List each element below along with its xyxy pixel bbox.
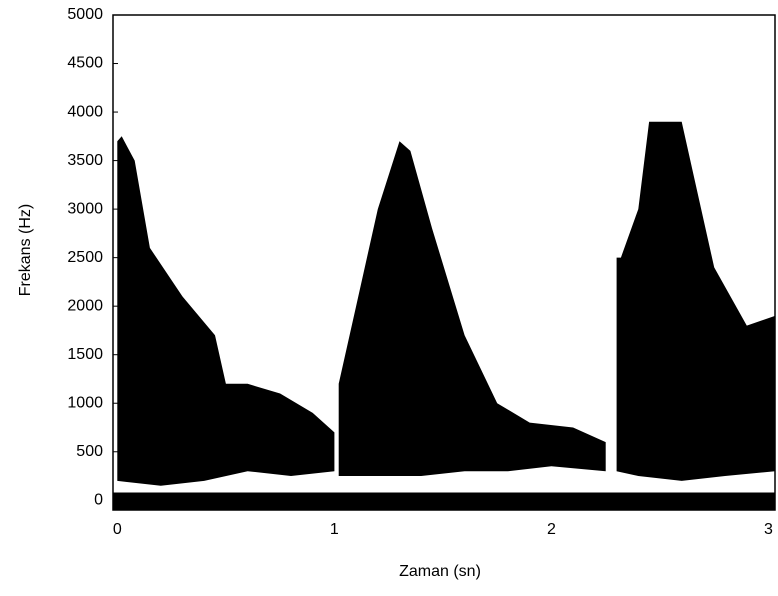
y-tick-label: 3500 [67,152,103,169]
y-tick-label: 3000 [67,200,103,217]
y-tick-label: 2000 [67,297,103,314]
y-tick-label: 1000 [67,394,103,411]
y-tick-label: 2500 [67,249,103,266]
x-axis-label: Zaman (sn) [399,563,481,580]
x-tick-label: 0 [113,521,122,538]
plot-frame [112,14,776,511]
energy-region [117,136,335,486]
x-tick-label: 2 [547,521,556,538]
y-tick-label: 500 [76,443,103,460]
energy-region [338,141,606,476]
y-tick-label: 1500 [67,346,103,363]
energy-region [113,492,775,510]
y-tick-label: 5000 [67,6,103,23]
y-tick-label: 0 [94,492,103,509]
y-tick-label: 4000 [67,103,103,120]
energy-region [616,121,775,481]
x-tick-label: 3 [764,521,773,538]
y-tick-label: 4500 [67,55,103,72]
x-tick-label: 1 [330,521,339,538]
y-axis-label: Frekans (Hz) [17,204,34,296]
